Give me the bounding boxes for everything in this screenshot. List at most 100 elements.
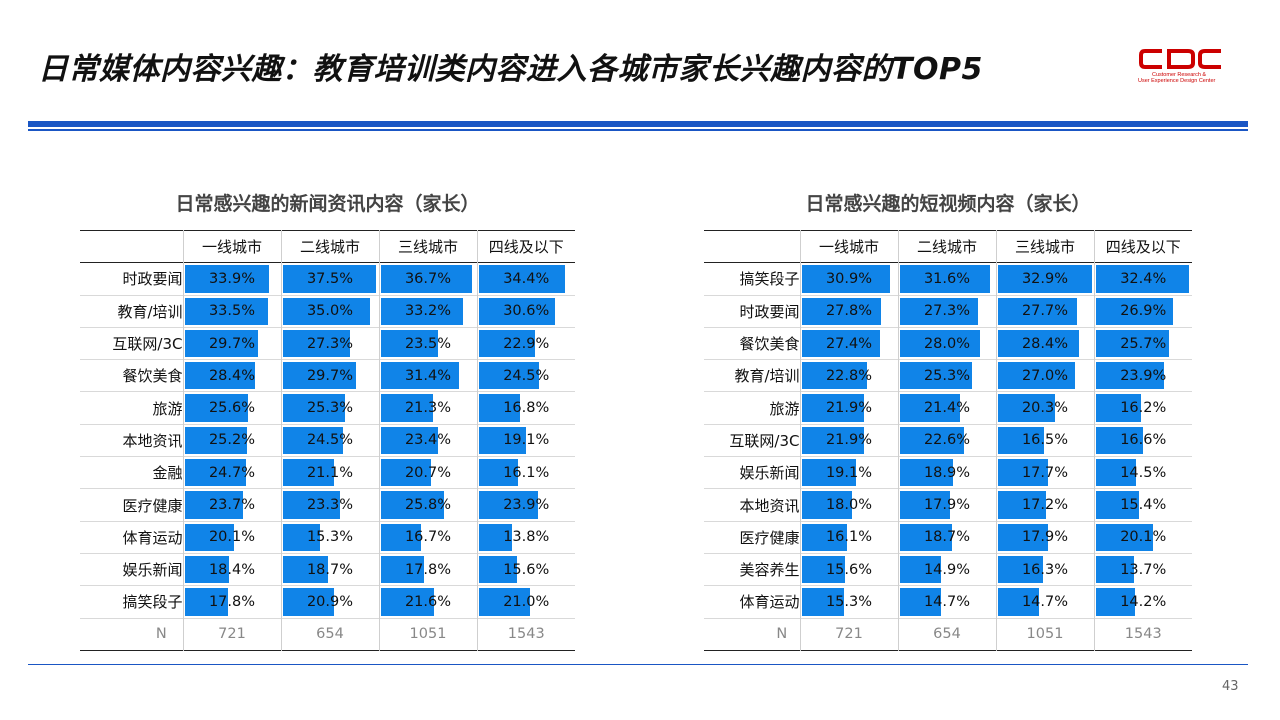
value-bar [801,555,846,584]
value-label: 25.3% [923,367,971,384]
value-label: 23.9% [503,497,550,514]
sample-size-label: N [80,617,183,651]
value-bar [801,265,891,293]
value-label: 30.9% [825,270,873,287]
table-row: 时政要闻 33.9% 37.5% 36.7% 34.4% [80,262,575,296]
column-header: 三线城市 [378,230,477,263]
value-bar [1095,555,1134,584]
value-cell: 14.9% [897,552,996,586]
value-cell: 21.1% [280,456,379,489]
table-row: 互联网/3C 29.7% 27.3% 23.5% 22.9% [80,326,575,360]
value-cell: 13.8% [476,520,575,554]
value-bar [478,491,538,519]
value-cell: 15.3% [280,520,379,554]
table-row: 旅游 25.6% 25.3% 21.3% 16.8% [80,391,575,425]
value-label: 14.5% [1120,464,1167,481]
value-cell: 25.6% [182,391,281,425]
value-label: 23.5% [404,335,452,352]
value-label: 19.1% [503,432,550,449]
row-label: 时政要闻 [704,294,800,328]
value-label: 23.4% [404,432,452,449]
value-cell: 15.3% [799,585,898,619]
value-bar [997,426,1044,455]
value-cell: 28.4% [182,359,281,392]
value-cell: 30.6% [476,294,575,328]
value-bar [184,362,255,390]
value-cell: 21.6% [378,585,477,619]
value-label: 27.3% [306,335,354,352]
value-cell: 19.1% [476,423,575,457]
value-bar [282,394,346,422]
value-label: 27.7% [1021,303,1069,320]
value-bar [380,491,445,519]
value-label: 32.4% [1120,270,1167,287]
table-row: 餐饮美食 28.4% 29.7% 31.4% 24.5% [80,359,575,392]
value-label: 28.0% [923,335,971,352]
value-bar [997,491,1047,519]
value-bar [997,394,1056,422]
value-label: 21.9% [825,400,873,417]
value-label: 28.4% [1021,335,1069,352]
value-label: 23.7% [208,497,256,514]
value-bar [899,459,954,487]
row-label: 餐饮美食 [704,326,800,360]
value-cell: 22.6% [897,423,996,457]
value-bar [997,329,1079,358]
value-bar [997,555,1044,584]
value-bar [899,394,961,422]
value-label: 35.0% [306,303,354,320]
value-cell: 16.8% [476,391,575,425]
column-header: 一线城市 [182,230,281,263]
value-label: 25.6% [208,400,256,417]
value-cell: 23.9% [1093,359,1192,392]
value-label: 22.9% [503,335,550,352]
value-label: 16.1% [825,529,873,546]
page-number: 43 [1222,679,1239,694]
value-label: 18.7% [306,561,354,578]
sample-size-row: N 721 654 1051 1543 [80,617,575,651]
value-cell: 25.3% [280,391,379,425]
corner-cell [704,231,800,263]
sample-size-value: 1051 [995,617,1094,651]
cdc-logo: Customer Research & User Experience Desi… [1138,48,1238,88]
logo-line-1: Customer Research & [1152,72,1207,78]
value-bar [1095,297,1173,325]
value-bar [184,491,243,519]
value-bar [282,265,377,293]
value-bar [282,491,340,519]
value-bar [478,362,540,390]
value-label: 21.4% [923,400,971,417]
value-bar [1095,394,1142,422]
value-cell: 25.7% [1093,326,1192,360]
row-label: 本地资讯 [80,423,183,457]
value-bar [899,588,941,616]
value-label: 14.9% [923,561,971,578]
table-row: 娱乐新闻 19.1% 18.9% 17.7% 14.5% [704,456,1192,489]
value-cell: 24.5% [280,423,379,457]
sample-size-label: N [704,617,800,651]
value-bar [184,265,270,293]
value-bar [184,297,268,325]
table-row: 搞笑段子 30.9% 31.6% 32.9% 32.4% [704,262,1192,296]
value-cell: 22.9% [476,326,575,360]
value-bar [282,459,335,487]
value-label: 33.2% [404,303,452,320]
value-label: 19.1% [825,464,873,481]
value-label: 33.9% [208,270,256,287]
value-cell: 16.2% [1093,391,1192,425]
value-cell: 26.9% [1093,294,1192,328]
value-label: 20.7% [404,464,452,481]
value-bar [380,297,464,325]
value-bar [1095,362,1165,390]
value-cell: 24.7% [182,456,281,489]
value-bar [184,394,248,422]
value-cell: 21.4% [897,391,996,425]
value-cell: 13.7% [1093,552,1192,586]
value-label: 17.8% [208,593,256,610]
row-label: 体育运动 [80,520,183,554]
table-row: 体育运动 15.3% 14.7% 14.7% 14.2% [704,585,1192,619]
value-label: 28.4% [208,367,256,384]
sample-size-label-text: N [776,626,788,643]
value-cell: 27.0% [995,359,1094,392]
value-cell: 16.5% [995,423,1094,457]
